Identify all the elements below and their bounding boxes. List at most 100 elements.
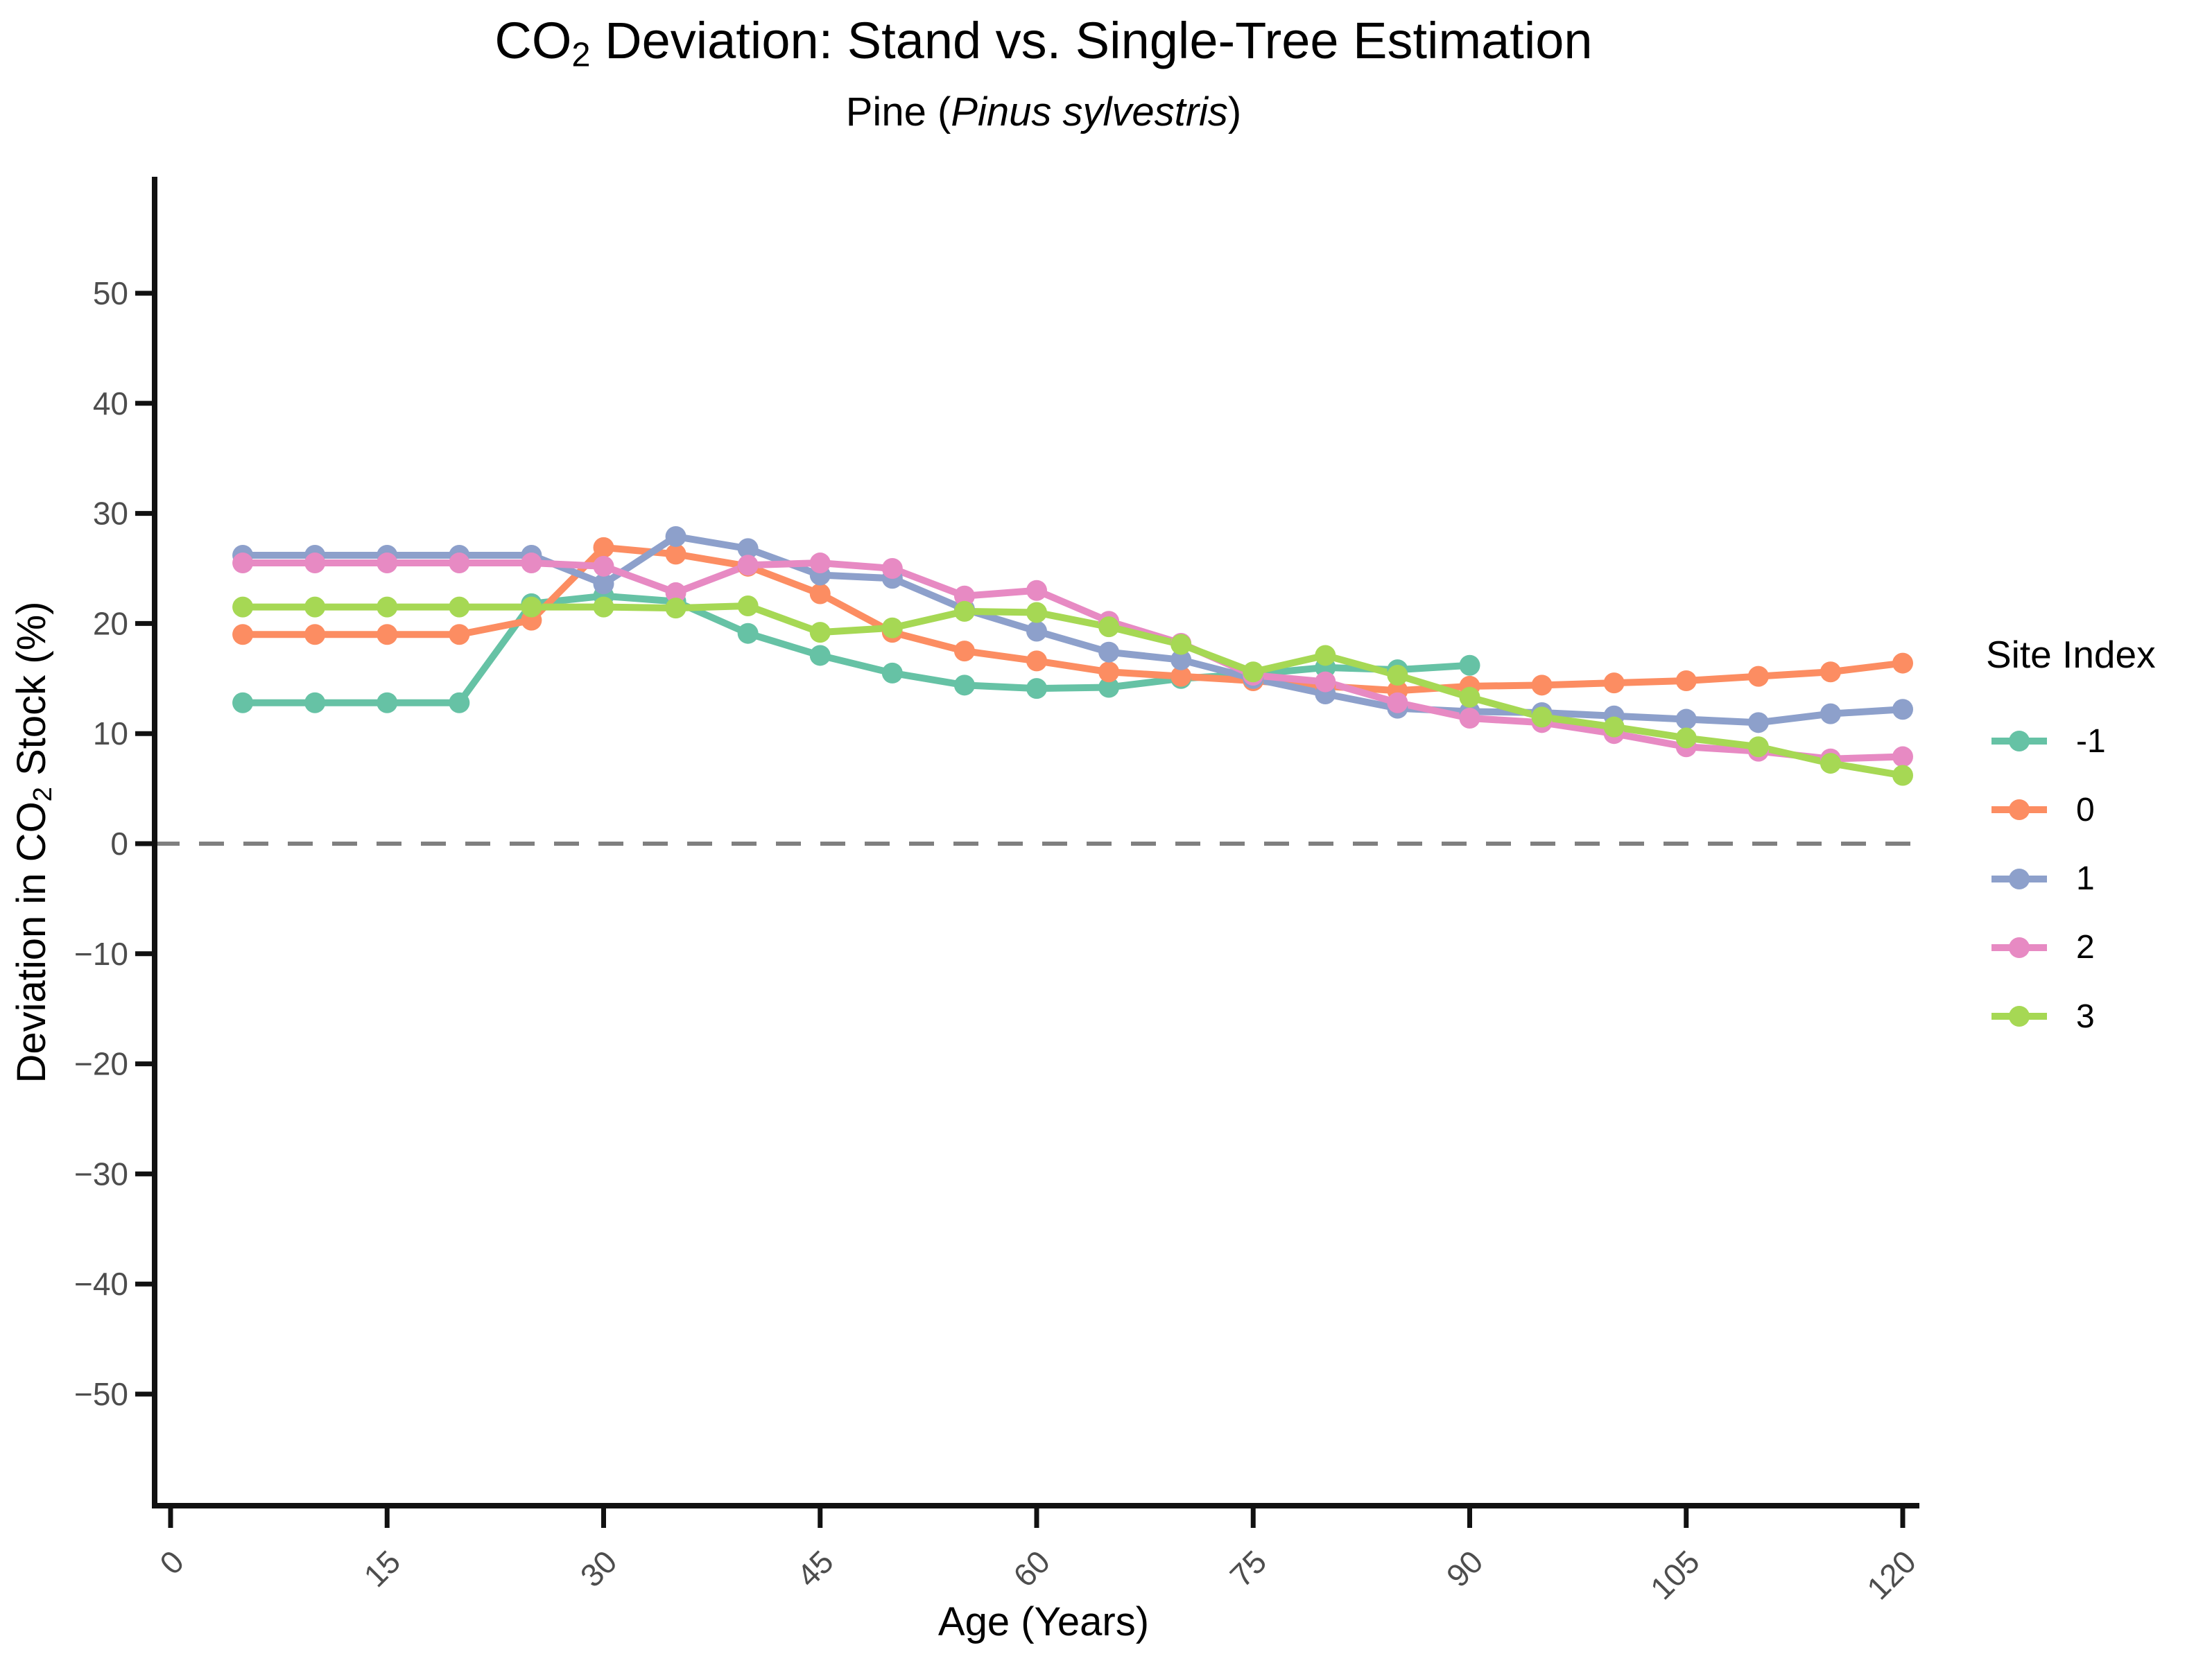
- data-point-si-neg1: [953, 675, 975, 696]
- data-point-si-3: [1892, 765, 1913, 786]
- legend-entry-label: 0: [2076, 791, 2095, 828]
- data-point-si-0: [665, 543, 686, 565]
- data-point-si-0: [449, 624, 470, 645]
- y-axis-title-subscript: 2: [28, 787, 58, 802]
- data-point-si-0: [377, 624, 398, 645]
- data-point-si-neg1: [881, 662, 903, 684]
- chart-title-subscript: 2: [571, 36, 591, 74]
- data-point-si-1: [1098, 641, 1120, 663]
- chart-subtitle-suffix: ): [1227, 89, 1242, 134]
- data-point-si-3: [737, 595, 759, 616]
- data-point-si-0: [1170, 666, 1192, 687]
- data-point-si-1: [1820, 703, 1841, 724]
- data-point-si-neg1: [1098, 677, 1120, 698]
- legend-entry-label: 1: [2076, 860, 2095, 898]
- data-point-si-0: [1098, 661, 1120, 683]
- chart-subtitle-species: Pinus sylvestris: [951, 89, 1228, 134]
- data-point-si-2: [377, 553, 398, 574]
- data-point-si-2: [809, 553, 831, 574]
- data-point-si-0: [1820, 661, 1841, 683]
- y-tick-label: 30: [93, 496, 128, 532]
- y-tick-label: −50: [74, 1376, 128, 1412]
- data-point-si-1: [1170, 649, 1192, 670]
- data-point-si-3: [1820, 753, 1841, 774]
- legend-key-icon: [1991, 868, 2047, 889]
- data-point-si-3: [1170, 634, 1192, 655]
- y-tick-label: 0: [110, 826, 128, 862]
- legend-entry-label: -1: [2076, 722, 2106, 760]
- data-point-si-0: [1531, 675, 1553, 696]
- series-line-si-3: [239, 602, 1906, 779]
- data-point-si-3: [304, 596, 326, 618]
- data-point-si-0: [1675, 670, 1697, 691]
- data-point-si-2: [1026, 580, 1047, 601]
- data-point-si-2: [449, 553, 470, 574]
- x-tick-label: 60: [1006, 1543, 1057, 1594]
- data-point-si-2: [232, 553, 254, 574]
- data-point-si-3: [1603, 716, 1625, 738]
- legend-key-icon: [1991, 731, 2047, 751]
- data-point-si-neg1: [232, 692, 254, 713]
- legend-key-icon: [1991, 937, 2047, 958]
- x-tick-label: 0: [153, 1543, 191, 1581]
- data-point-si-0: [1603, 672, 1625, 694]
- data-point-si-2: [593, 555, 614, 577]
- data-point-si-2: [521, 553, 542, 574]
- data-point-si-2: [953, 585, 975, 607]
- data-point-si-3: [1675, 727, 1697, 749]
- chart-subtitle-prefix: Pine (: [845, 89, 951, 134]
- data-point-si-3: [377, 596, 398, 618]
- legend-entry-label: 2: [2076, 929, 2095, 966]
- y-tick-label: 20: [93, 605, 128, 641]
- y-axis-title-suffix: Stock (%): [9, 601, 54, 788]
- data-point-si-neg1: [737, 623, 759, 644]
- y-tick-label: −40: [74, 1266, 128, 1302]
- legend-entry-si-3: 3: [1990, 982, 2095, 1051]
- data-point-si-0: [304, 624, 326, 645]
- chart-title-prefix: CO: [494, 12, 572, 69]
- data-point-si-3: [809, 622, 831, 643]
- x-tick-label: 45: [790, 1543, 840, 1594]
- chart-title: CO2 Deviation: Stand vs. Single-Tree Est…: [0, 11, 2087, 75]
- data-point-si-0: [1747, 666, 1769, 687]
- data-point-si-3: [593, 596, 614, 618]
- data-point-si-3: [1098, 616, 1120, 638]
- data-point-si-2: [304, 553, 326, 574]
- data-point-si-0: [1026, 650, 1047, 672]
- x-tick-label: 105: [1643, 1543, 1706, 1606]
- y-tick-label: 40: [93, 385, 128, 421]
- legend-entry-si-0: 0: [1990, 775, 2095, 844]
- data-point-si-3: [1315, 645, 1336, 666]
- legend-title: Site Index: [1986, 633, 2156, 676]
- data-point-si-0: [1892, 652, 1913, 674]
- data-point-si-1: [1675, 708, 1697, 730]
- data-point-si-1: [1747, 712, 1769, 733]
- data-point-si-3: [1387, 665, 1408, 686]
- data-point-si-0: [953, 641, 975, 662]
- series-line-si-1: [239, 532, 1906, 727]
- legend-entry-si-2: 2: [1990, 913, 2095, 982]
- data-point-si-0: [232, 624, 254, 645]
- y-tick-label: −30: [74, 1156, 128, 1192]
- chart-title-rest: Deviation: Stand vs. Single-Tree Estimat…: [590, 12, 1593, 69]
- data-point-si-3: [232, 596, 254, 618]
- data-point-si-neg1: [377, 692, 398, 713]
- data-point-si-neg1: [1459, 654, 1480, 676]
- data-point-si-1: [665, 525, 686, 547]
- data-point-si-3: [1747, 736, 1769, 758]
- x-tick-label: 30: [573, 1543, 624, 1594]
- data-point-si-2: [881, 558, 903, 579]
- legend-key-icon: [1991, 799, 2047, 821]
- data-point-si-1: [737, 538, 759, 559]
- data-point-si-3: [449, 596, 470, 618]
- chart-subtitle: Pine (Pinus sylvestris): [0, 89, 2087, 135]
- data-point-si-2: [665, 582, 686, 603]
- data-point-si-3: [881, 617, 903, 638]
- data-point-si-2: [1892, 746, 1913, 767]
- data-point-si-3: [665, 598, 686, 619]
- y-axis-title-prefix: Deviation in CO: [9, 801, 54, 1084]
- data-point-si-1: [1892, 699, 1913, 720]
- data-point-si-3: [1459, 686, 1480, 708]
- legend-entry-si-neg1: -1: [1990, 706, 2106, 776]
